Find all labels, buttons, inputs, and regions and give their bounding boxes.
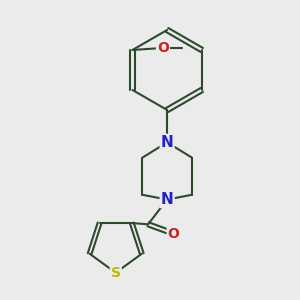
Text: N: N — [161, 135, 173, 150]
Text: S: S — [111, 266, 121, 280]
Text: O: O — [157, 41, 169, 55]
Text: O: O — [168, 227, 180, 241]
Text: N: N — [161, 192, 173, 207]
